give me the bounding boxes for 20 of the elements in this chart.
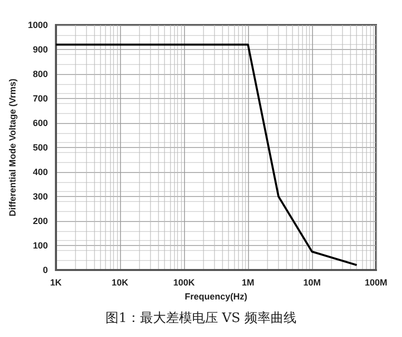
y-tick-label: 1000 [28, 20, 48, 30]
y-tick-label: 600 [32, 118, 48, 128]
y-tick-label: 800 [32, 69, 48, 79]
x-tick-label: 100M [364, 278, 388, 288]
y-tick-label: 500 [32, 142, 48, 152]
y-axis-title: Differential Mode Voltage (Vrms) [8, 78, 18, 216]
y-tick-label: 700 [32, 94, 48, 104]
y-tick-label: 400 [32, 167, 48, 177]
y-tick-label: 0 [42, 265, 48, 275]
y-tick-label: 200 [32, 216, 48, 226]
x-tick-label: 10M [303, 278, 321, 288]
caption: 图1：最大差模电压 VS 频率曲线 [106, 310, 296, 326]
x-tick-label: 1M [242, 278, 254, 288]
x-tick-label: 100K [173, 278, 196, 288]
y-tick-label: 300 [32, 192, 48, 202]
x-tick-label: 10K [112, 278, 129, 288]
x-tick-label: 1K [50, 278, 62, 288]
x-axis-title: Frequency(Hz) [184, 291, 248, 302]
y-tick-label: 900 [32, 44, 48, 54]
y-tick-label: 100 [32, 240, 48, 250]
